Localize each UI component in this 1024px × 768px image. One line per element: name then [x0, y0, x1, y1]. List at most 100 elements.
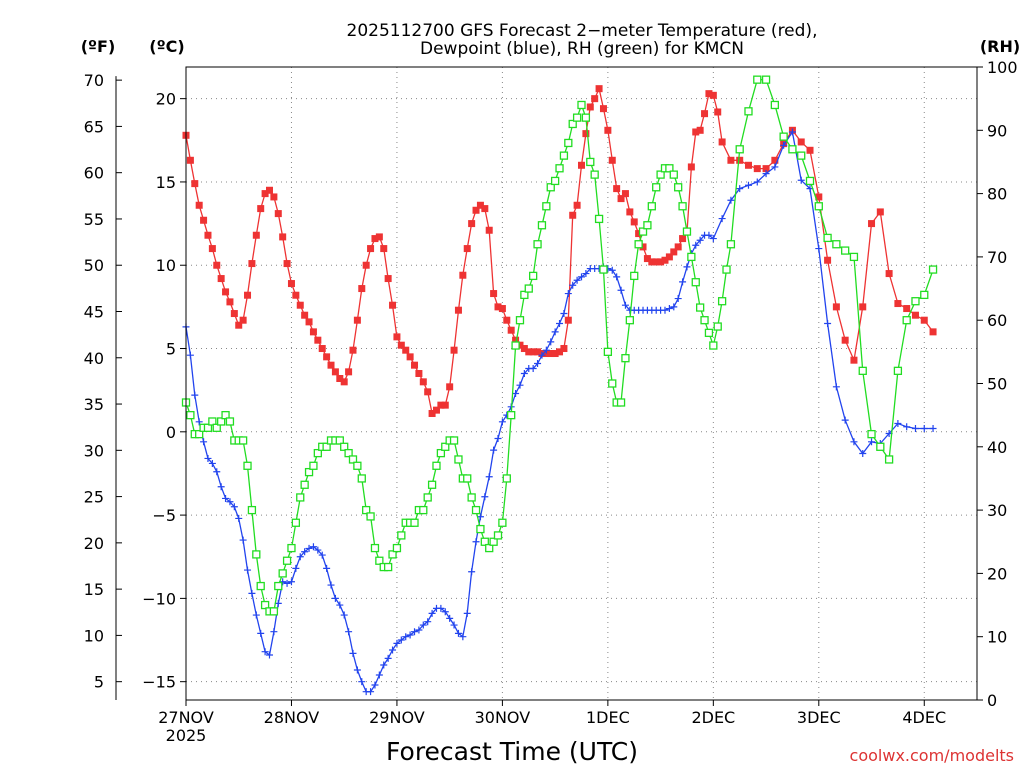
2-meter-temperature-point [358, 285, 366, 293]
rh-point [920, 290, 929, 300]
rh-point [309, 461, 318, 470]
fahrenheit-tick-label: 45 [84, 303, 104, 322]
rh-point [489, 537, 498, 546]
2-meter-temperature-point [841, 336, 849, 344]
2-meter-temperature-point [626, 208, 634, 216]
grid-lines [186, 67, 977, 700]
dewpoint-point [551, 328, 559, 336]
dewpoint-point [257, 629, 265, 637]
2-meter-temperature-point [771, 156, 779, 164]
2-meter-temperature-point [213, 261, 221, 269]
fahrenheit-tick-label: 5 [94, 673, 104, 692]
dewpoint-point [824, 320, 832, 328]
2-meter-temperature-point [753, 165, 761, 173]
rh-point [362, 505, 371, 515]
dewpoint-point [428, 609, 436, 617]
rh-point [687, 252, 696, 262]
rh-point [529, 271, 538, 281]
dewpoint-point [358, 678, 366, 686]
dewpoint-point [490, 446, 498, 454]
2-meter-temperature-point [534, 348, 542, 356]
2-meter-temperature-point [762, 165, 770, 173]
rh-point [691, 278, 700, 287]
x-tick-label: 3DEC [797, 708, 841, 727]
rh-point [383, 562, 393, 572]
celsius-tick-label: 5 [166, 340, 176, 359]
2-meter-temperature-point [305, 318, 313, 326]
dewpoint-point [556, 320, 564, 328]
rh-point [217, 417, 226, 426]
fahrenheit-tick-label: 65 [84, 117, 104, 136]
2-meter-temperature-point [402, 346, 410, 354]
dewpoint-point [797, 176, 805, 184]
dewpoint-point [815, 245, 823, 253]
2-meter-temperature-point [903, 305, 911, 313]
rh-point [203, 423, 213, 432]
rh-point [634, 240, 643, 249]
rh-tick-label: 60 [987, 311, 1007, 330]
rh-point [357, 474, 366, 483]
rh-point [423, 493, 432, 502]
2-meter-temperature-point [868, 220, 876, 228]
2-meter-temperature-point [687, 163, 695, 171]
dewpoint-point [389, 646, 397, 654]
2-meter-temperature-point [230, 310, 238, 318]
rh-point [849, 252, 859, 262]
rh-point [704, 328, 714, 338]
dewpoint-series [182, 128, 937, 696]
rh-point [476, 524, 485, 534]
dewpoint-point [235, 514, 243, 522]
rh-point [533, 240, 542, 249]
2-meter-temperature-point [714, 108, 722, 116]
rh-point [590, 170, 599, 179]
dewpoint-point [771, 163, 779, 171]
2-meter-temperature-point [265, 186, 273, 194]
rh-point [515, 316, 525, 325]
rh-tick-label: 50 [987, 375, 1007, 394]
rh-point [717, 297, 727, 306]
dewpoint-point [608, 266, 616, 274]
rh-point [353, 461, 362, 470]
rh-point [893, 366, 903, 375]
dewpoint-point [481, 493, 489, 501]
rh-point [524, 284, 533, 293]
fahrenheit-tick-label: 60 [84, 164, 104, 183]
dewpoint-point [340, 611, 348, 619]
2-meter-temperature-point [485, 226, 493, 234]
rh-point [779, 132, 788, 141]
dewpoint-point [208, 459, 216, 467]
2-meter-temperature-point [507, 326, 515, 334]
dewpoint-point [621, 301, 629, 309]
dewpoint-point [472, 538, 480, 546]
dewpoint-point [529, 365, 537, 373]
2-meter-temperature-point [815, 193, 823, 201]
rh-point [375, 556, 384, 565]
2-meter-temperature-point [516, 341, 524, 349]
2-meter-temperature-point [432, 406, 440, 414]
rh-point [287, 543, 296, 553]
dewpoint-point [859, 449, 867, 457]
fahrenheit-tick-label: 55 [84, 210, 104, 229]
rh-point [340, 442, 349, 451]
rh-tick-label: 90 [987, 121, 1007, 140]
dewpoint-point [397, 636, 405, 644]
2-meter-temperature-point [885, 270, 893, 278]
2-meter-temperature-point [582, 130, 590, 138]
dewpoint-point [318, 551, 326, 559]
dewpoint-point [494, 434, 502, 442]
fahrenheit-tick-label: 40 [84, 349, 104, 368]
2-meter-temperature-point [652, 258, 660, 266]
2-meter-temperature-point [274, 210, 282, 218]
rh-point [841, 246, 850, 255]
rh-point [559, 151, 569, 160]
2-meter-temperature-point [415, 370, 423, 378]
dewpoint-point [327, 581, 335, 589]
rh-point [225, 417, 235, 426]
rh-unit-label: (RH) [980, 37, 1020, 56]
2-meter-temperature-point [472, 206, 480, 214]
2-meter-temperature-point [208, 245, 216, 253]
rh-point [577, 100, 586, 110]
rh-point [282, 556, 292, 565]
dewpoint-point [578, 273, 585, 281]
